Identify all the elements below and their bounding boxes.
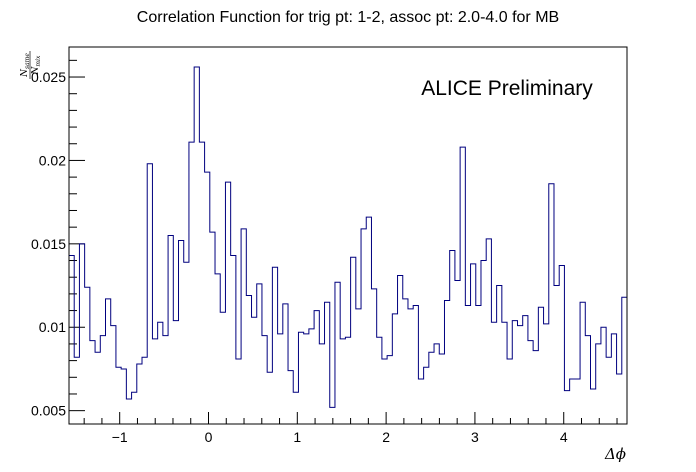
- svg-text:Nmix: Nmix: [31, 55, 42, 75]
- x-tick-label: 0: [205, 429, 213, 445]
- y-tick-label: 0.02: [39, 152, 66, 168]
- y-tick-label: 0.015: [31, 236, 66, 252]
- x-tick-label: 4: [560, 429, 568, 445]
- svg-text:Nsame: Nsame: [20, 53, 31, 78]
- x-tick-label: 2: [382, 429, 390, 445]
- plot-frame: [68, 46, 628, 425]
- x-tick-label: −1: [112, 429, 128, 445]
- x-axis-label: Δϕ: [604, 445, 626, 463]
- y-tick-label: 0.005: [31, 403, 66, 419]
- y-label-denominator-sub: mix: [35, 55, 42, 67]
- x-tick-label: 3: [471, 429, 479, 445]
- y-axis-label: Nsame Nmix: [20, 51, 42, 79]
- alice-preliminary-label: ALICE Preliminary: [421, 77, 593, 100]
- y-tick-label: 0.025: [31, 69, 66, 85]
- y-label-denominator: N: [31, 65, 41, 75]
- y-label-numerator-sub: same: [24, 53, 31, 69]
- y-label-numerator: N: [20, 68, 30, 78]
- x-tick-label: 1: [293, 429, 301, 445]
- chart-title: Correlation Function for trig pt: 1-2, a…: [137, 9, 559, 26]
- histogram-series-line: [69, 66, 627, 408]
- y-tick-label: 0.01: [39, 319, 66, 335]
